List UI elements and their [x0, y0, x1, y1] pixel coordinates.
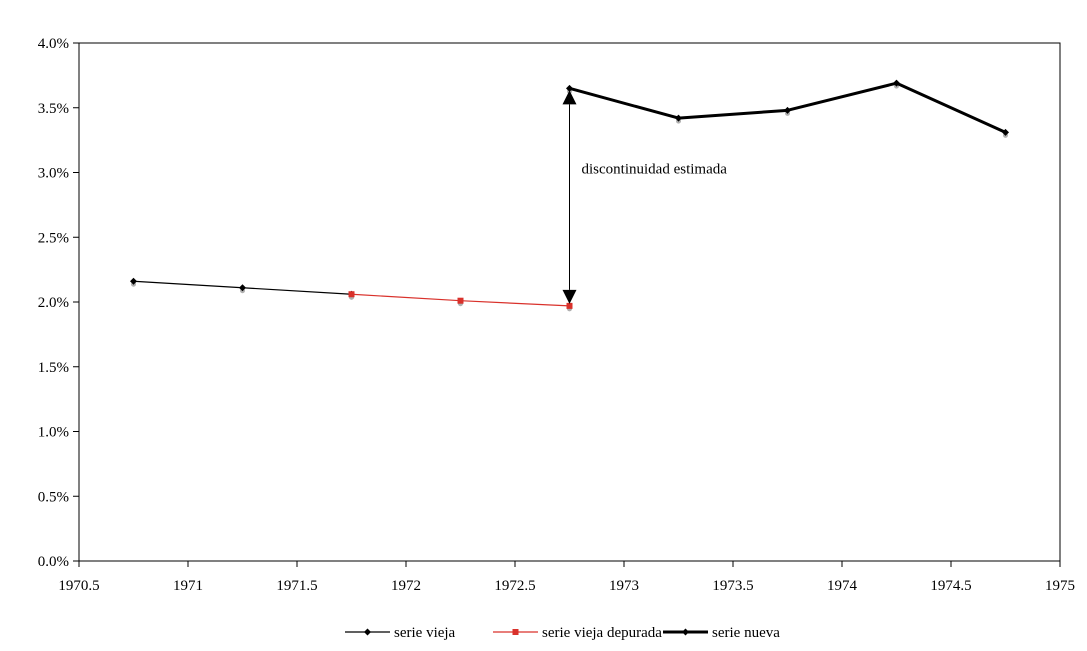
y-tick-label: 0.0%	[38, 554, 69, 570]
discontinuity-arrow-head-up	[562, 90, 577, 105]
legend-swatch-marker	[364, 628, 371, 636]
x-tick-label: 1970.5	[58, 578, 99, 594]
x-tick-label: 1973	[609, 578, 639, 594]
y-tick-label: 1.5%	[38, 360, 69, 376]
series-2	[348, 291, 573, 312]
y-tick-label: 1.0%	[38, 425, 69, 441]
x-tick-label: 1974.5	[930, 578, 971, 594]
data-point	[239, 284, 246, 292]
series-layer	[130, 79, 1009, 312]
y-tick-label: 3.5%	[38, 101, 69, 117]
y-tick-label: 2.5%	[38, 230, 69, 246]
data-point	[675, 114, 682, 122]
legend-item: serie nueva	[663, 625, 780, 641]
data-point	[784, 106, 791, 114]
y-tick-label: 3.0%	[38, 166, 69, 182]
x-tick-label: 1973.5	[712, 578, 753, 594]
data-point	[566, 302, 573, 309]
data-point	[1002, 128, 1009, 136]
legend-item: serie vieja depurada	[493, 625, 662, 641]
series-1	[130, 277, 355, 300]
legend-swatch-marker	[512, 629, 519, 635]
series-3	[566, 79, 1009, 138]
data-point	[130, 277, 137, 285]
y-tick-label: 2.0%	[38, 295, 69, 311]
x-tick-label: 1971	[173, 578, 203, 594]
axes: 0.0% 0.5% 1.0% 1.5% 2.0% 2.5% 3.0% 3.5% 4.0% 1970…	[38, 36, 1075, 594]
legend-item: serie vieja	[345, 625, 456, 641]
y-tick-label: 4.0%	[38, 36, 69, 52]
legend: serie vieja serie vieja depurada serie nue…	[345, 625, 780, 641]
annotation-label: discontinuidad estimada	[582, 162, 728, 178]
discontinuity-arrow-head-down	[562, 289, 577, 304]
legend-label: serie nueva	[712, 625, 780, 641]
x-tick-label: 1971.5	[276, 578, 317, 594]
annotation-layer: discontinuidad estimada	[562, 90, 728, 304]
data-point	[566, 84, 573, 92]
x-tick-label: 1974	[827, 578, 858, 594]
legend-swatch-marker	[682, 628, 689, 636]
data-point	[348, 291, 355, 298]
x-tick-label: 1972.5	[494, 578, 535, 594]
data-point	[457, 297, 464, 304]
data-point	[893, 79, 900, 87]
legend-label: serie vieja depurada	[542, 625, 662, 641]
y-tick-label: 0.5%	[38, 489, 69, 505]
legend-label: serie vieja	[394, 625, 456, 641]
x-tick-label: 1972	[391, 578, 421, 594]
x-tick-label: 1975	[1045, 578, 1075, 594]
